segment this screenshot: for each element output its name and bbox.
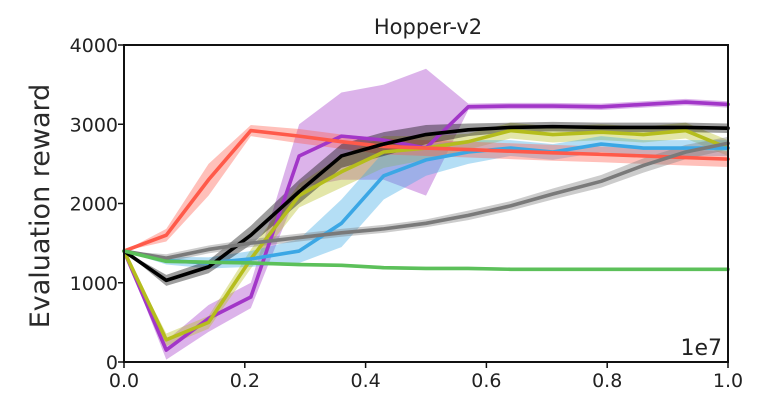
x-tick-label: 0.8 — [592, 370, 622, 392]
x-ticks: 0.0 0.2 0.4 0.6 0.8 1.0 — [109, 362, 743, 392]
x-tick-label: 0.6 — [471, 370, 501, 392]
series-lines — [122, 100, 730, 352]
x-multiplier-label: 1e7 — [680, 336, 722, 361]
x-tick-label: 0.4 — [350, 370, 380, 392]
x-tick-label: 1.0 — [713, 370, 743, 392]
y-tick-label: 3000 — [70, 114, 118, 136]
y-tick-label: 0 — [106, 352, 118, 374]
series-5-band — [124, 121, 728, 286]
y-ticks: 0 1000 2000 3000 4000 — [70, 35, 124, 374]
series-7-line — [122, 249, 730, 272]
y-tick-label: 2000 — [70, 194, 118, 216]
y-tick-label: 1000 — [70, 273, 118, 295]
series-5-line — [122, 124, 730, 283]
x-tick-label: 0.2 — [230, 370, 260, 392]
chart-title: Hopper-v2 — [374, 15, 482, 39]
y-axis-label: Evaluation reward — [25, 84, 56, 329]
y-tick-label: 4000 — [70, 35, 118, 57]
series-4-band — [124, 125, 728, 252]
x-tick-label: 0.0 — [109, 370, 139, 392]
series-4-line — [122, 128, 730, 253]
series-6-line — [122, 141, 730, 260]
